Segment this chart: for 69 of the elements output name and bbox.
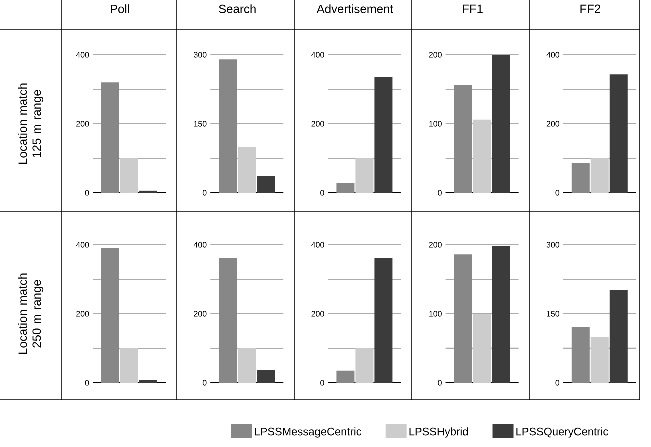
bar (572, 163, 590, 193)
bar (356, 348, 374, 383)
bar (120, 348, 139, 383)
y-tick-label: 200 (76, 121, 90, 127)
y-tick-label: 400 (76, 242, 90, 248)
bar (257, 176, 276, 193)
chart-title: FF2 (580, 4, 600, 14)
legend-label: LPSSMessageCentric (255, 428, 362, 438)
bar (374, 258, 393, 383)
bar (572, 327, 590, 383)
y-tick-label: 0 (438, 380, 442, 386)
bar (473, 120, 492, 193)
y-tick-label: 0 (85, 380, 90, 386)
bar (356, 158, 374, 193)
y-tick-label: 200 (312, 121, 324, 127)
y-tick-label: 150 (194, 121, 207, 127)
y-tick-label: 0 (556, 380, 560, 386)
y-tick-label: 200 (194, 311, 207, 317)
y-tick-label: 200 (429, 242, 442, 248)
bar (454, 85, 472, 193)
bar (590, 336, 609, 383)
y-tick-label: 100 (430, 121, 442, 127)
y-tick-label: 300 (194, 52, 207, 58)
bar (257, 370, 276, 383)
y-tick-label: 0 (320, 380, 324, 386)
bar (492, 54, 510, 193)
legend-label: LPSSHybrid (410, 428, 468, 438)
y-tick-label: 400 (312, 52, 324, 58)
bar (219, 60, 238, 193)
y-tick-label: 300 (546, 242, 560, 248)
y-tick-label: 200 (312, 311, 324, 317)
bar (120, 158, 139, 193)
y-tick-label: 400 (312, 242, 324, 248)
bar (102, 248, 120, 383)
y-tick-label: 0 (85, 190, 90, 196)
bar (473, 314, 492, 383)
y-axis-title: Location match 250 m range (18, 274, 44, 354)
y-tick-label: 200 (429, 52, 442, 58)
bar (140, 380, 158, 383)
y-tick-label: 400 (76, 52, 90, 58)
chart-title: Advertisement (316, 4, 394, 14)
chart-title: Search (219, 4, 256, 14)
bar (238, 348, 256, 383)
bar (454, 254, 472, 383)
y-tick-label: 0 (556, 190, 560, 196)
y-tick-label: 200 (546, 121, 560, 127)
bar (610, 290, 628, 383)
y-axis-title: Location match 125 m range (18, 84, 44, 164)
y-tick-label: 0 (202, 380, 207, 386)
legend-label: LPSSQueryCentric (516, 428, 608, 438)
y-tick-label: 0 (320, 190, 324, 196)
bar (374, 77, 393, 193)
bar (102, 82, 120, 193)
y-tick-label: 150 (547, 311, 560, 317)
bar (610, 74, 628, 193)
y-tick-label: 400 (546, 52, 560, 58)
chart-title: FF1 (463, 4, 483, 14)
bar (492, 246, 510, 383)
bar (238, 146, 256, 193)
bar (590, 158, 609, 193)
y-tick-label: 200 (76, 311, 90, 317)
bar (336, 370, 355, 383)
chart-title: Poll (111, 4, 130, 14)
y-tick-label: 400 (194, 242, 207, 248)
y-tick-label: 0 (202, 190, 207, 196)
bar (219, 258, 238, 383)
y-tick-label: 100 (430, 311, 442, 317)
y-tick-label: 0 (438, 190, 442, 196)
bar (336, 183, 355, 193)
